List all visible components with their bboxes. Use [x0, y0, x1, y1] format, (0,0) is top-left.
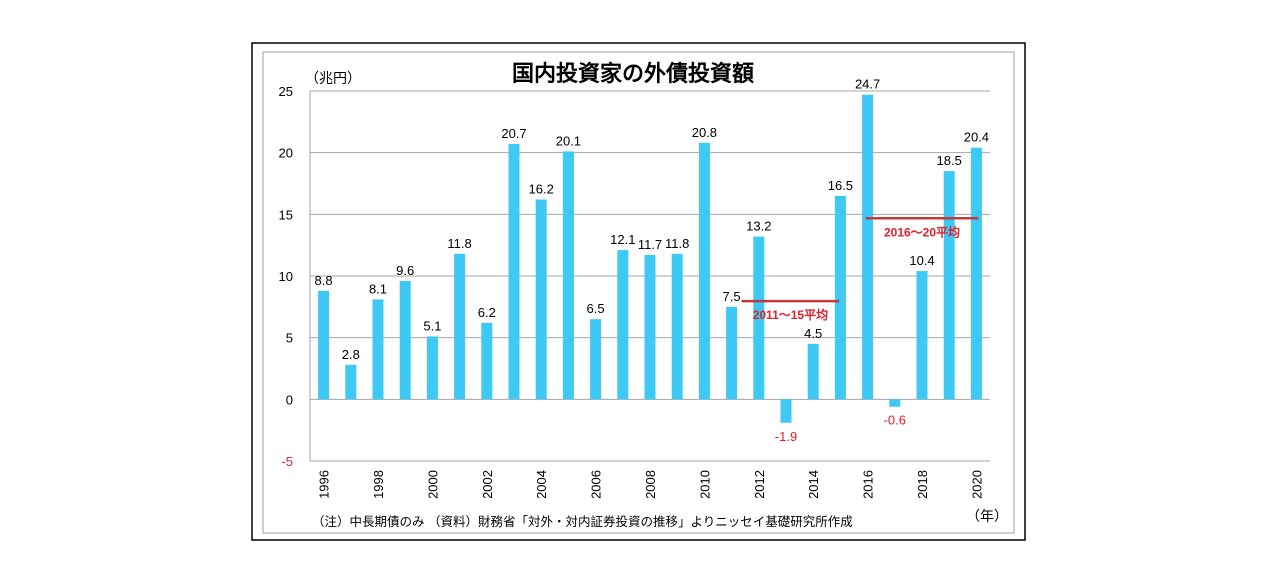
bar-2005	[562, 151, 574, 400]
data-label: 8.8	[315, 273, 333, 288]
bar-2018	[916, 271, 928, 400]
bar-2016	[862, 94, 874, 400]
chart-area-frame	[262, 51, 1015, 534]
x-tick-label: 1998	[371, 470, 386, 499]
bar-2003	[508, 144, 520, 400]
x-tick-label: 2000	[425, 470, 440, 499]
bar-2014	[807, 343, 819, 400]
x-tick-label: 2010	[697, 470, 712, 499]
x-tick-label: 2016	[861, 470, 876, 499]
average-label: 2016～20平均	[884, 224, 960, 239]
bar-1999	[399, 280, 411, 400]
data-label: 24.7	[855, 77, 880, 92]
y-tick-label: 5	[286, 331, 293, 346]
data-label: 16.5	[828, 178, 853, 193]
bar-2010	[698, 142, 710, 400]
data-label: 5.1	[423, 318, 441, 333]
y-tick-label: -5	[281, 454, 293, 469]
data-label: 7.5	[723, 289, 741, 304]
x-tick-label: 2014	[806, 470, 821, 499]
chart-title: 国内投資家の外債投資額	[512, 61, 754, 86]
data-label: 4.5	[804, 326, 822, 341]
data-label: 20.8	[692, 125, 717, 140]
bar-2009	[671, 253, 683, 400]
data-label: 6.2	[478, 305, 496, 320]
y-tick-label: 0	[286, 392, 293, 407]
data-label: 11.8	[447, 236, 471, 251]
data-label: 12.1	[610, 232, 635, 247]
data-label: 16.2	[529, 182, 554, 197]
bar-2002	[481, 322, 493, 400]
bar-1997	[345, 364, 357, 400]
y-tick-label: 20	[279, 146, 293, 161]
bar-2011	[726, 306, 738, 400]
average-label: 2011～15平均	[753, 307, 828, 322]
data-label: 10.4	[909, 253, 934, 268]
y-tick-label: 10	[279, 269, 293, 284]
bar-2020	[970, 147, 982, 400]
bar-2007	[617, 250, 629, 400]
bar-2006	[590, 319, 602, 400]
data-label: -1.9	[775, 429, 797, 444]
bar-2017	[889, 399, 901, 407]
data-label: 20.1	[556, 133, 581, 148]
x-tick-label: 1996	[317, 470, 332, 499]
data-label: 2.8	[342, 347, 360, 362]
bar-1998	[372, 299, 384, 400]
data-label: 20.4	[964, 130, 989, 145]
data-label: 11.8	[665, 236, 689, 251]
data-label: 13.2	[746, 219, 771, 234]
data-label: 8.1	[369, 281, 387, 296]
y-axis-unit: （兆円）	[305, 70, 361, 86]
bar-2012	[753, 236, 765, 400]
bar-2019	[943, 171, 955, 400]
data-label: 20.7	[501, 126, 526, 141]
data-label: 6.5	[587, 301, 605, 316]
bar-2004	[535, 199, 547, 400]
source-note: （注）中長期債のみ （資料）財務省「対外・対内証券投資の推移」よりニッセイ基礎研…	[312, 514, 853, 529]
data-label: 18.5	[937, 153, 962, 168]
x-tick-label: 2020	[969, 470, 984, 499]
bar-2001	[454, 253, 466, 400]
x-tick-label: 2006	[589, 470, 604, 499]
bar-2000	[426, 336, 438, 400]
x-tick-label: 2002	[480, 470, 495, 499]
bar-2008	[644, 255, 656, 400]
data-label: 11.7	[638, 237, 662, 252]
x-tick-label: 2008	[643, 470, 658, 499]
bar-1996	[318, 290, 330, 400]
data-label: -0.6	[884, 413, 906, 428]
x-tick-label: 2004	[534, 470, 549, 499]
x-axis-unit: （年）	[966, 508, 1008, 524]
x-tick-label: 2012	[752, 470, 767, 499]
bar-2015	[834, 195, 846, 400]
bar-2013	[780, 399, 792, 423]
data-label: 9.6	[396, 263, 414, 278]
y-tick-label: 25	[279, 84, 293, 99]
x-tick-label: 2018	[915, 470, 930, 499]
y-tick-label: 15	[279, 207, 293, 222]
